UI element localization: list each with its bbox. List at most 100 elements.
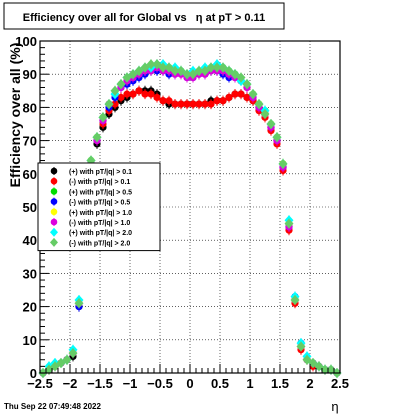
x-tick-label: −1 bbox=[123, 376, 138, 391]
x-tick-label: −2.5 bbox=[27, 376, 53, 391]
y-tick-label: 90 bbox=[23, 67, 37, 82]
legend-marker bbox=[50, 218, 58, 226]
data-point bbox=[158, 62, 168, 73]
data-point bbox=[242, 79, 252, 90]
data-point bbox=[278, 158, 288, 169]
legend-entry: (+) with pT/|q| > 2.0 bbox=[50, 227, 132, 237]
legend-entry: (-) with pT/|q| > 0.1 bbox=[50, 177, 130, 186]
legend-label: (+) with pT/|q| > 0.5 bbox=[69, 189, 132, 196]
x-tick-label: −0.5 bbox=[147, 376, 173, 391]
data-point bbox=[182, 69, 192, 80]
data-point bbox=[206, 62, 216, 73]
y-tick-label: 100 bbox=[15, 34, 37, 49]
data-point bbox=[207, 100, 215, 108]
legend-entry: (-) with pT/|q| > 1.0 bbox=[50, 218, 130, 227]
legend-label: (-) with pT/|q| > 1.0 bbox=[69, 220, 130, 227]
x-tick-labels: −2.5 −2 −1.5 −1 −0.5 0 0.5 1 1.5 2 2.5 bbox=[27, 376, 349, 391]
legend-label: (+) with pT/|q| > 1.0 bbox=[69, 210, 132, 217]
legend-entry: (-) with pT/|q| > 2.0 bbox=[50, 237, 130, 247]
legend-entry: (+) with pT/|q| > 0.5 bbox=[50, 187, 132, 196]
x-tick-label: 2 bbox=[306, 376, 313, 391]
x-tick-label: −1.5 bbox=[87, 376, 113, 391]
data-point bbox=[266, 119, 276, 129]
legend-label: (-) with pT/|q| > 2.0 bbox=[69, 240, 130, 247]
legend-marker bbox=[50, 198, 58, 205]
data-point bbox=[62, 354, 72, 365]
data-point bbox=[177, 100, 185, 108]
legend-box bbox=[37, 162, 161, 252]
data-point bbox=[296, 341, 306, 352]
data-point bbox=[260, 109, 270, 120]
legend-marker bbox=[50, 227, 58, 237]
data-point bbox=[236, 72, 246, 83]
x-tick-label: −2 bbox=[63, 376, 78, 391]
legend-label: (+) with pT/|q| > 0.1 bbox=[69, 169, 132, 176]
data-point bbox=[231, 90, 239, 98]
data-point bbox=[237, 90, 245, 98]
y-tick-label: 30 bbox=[23, 266, 37, 281]
y-tick-label: 10 bbox=[23, 333, 37, 348]
legend-label: (-) with pT/|q| > 0.5 bbox=[69, 200, 130, 207]
x-axis-label: η bbox=[331, 399, 338, 414]
data-point bbox=[183, 100, 191, 108]
legend-entry: (+) with pT/|q| > 0.1 bbox=[50, 167, 132, 176]
x-tick-label: 0.5 bbox=[211, 376, 229, 391]
data-point bbox=[74, 298, 84, 309]
data-point bbox=[225, 93, 233, 102]
data-point bbox=[243, 93, 251, 102]
data-point bbox=[123, 90, 131, 98]
data-point bbox=[165, 97, 173, 105]
data-point bbox=[98, 112, 108, 123]
data-point bbox=[92, 132, 102, 143]
data-point bbox=[140, 62, 150, 73]
data-point bbox=[129, 90, 137, 98]
data-point bbox=[117, 93, 125, 102]
data-point bbox=[141, 90, 149, 98]
chart-title: Efficiency over all for Global vs η at p… bbox=[23, 12, 265, 24]
data-point bbox=[147, 90, 155, 98]
data-point bbox=[254, 99, 264, 110]
data-point bbox=[146, 59, 156, 70]
data-point bbox=[104, 99, 114, 110]
data-point bbox=[320, 364, 330, 375]
legend-label: (+) with pT/|q| > 2.0 bbox=[69, 230, 132, 237]
footer-timestamp: Thu Sep 22 07:49:48 2022 bbox=[4, 402, 101, 411]
y-tick-label: 20 bbox=[23, 300, 37, 315]
chart-title-box: Efficiency over all for Global vs η at p… bbox=[3, 2, 285, 30]
x-tick-label: 2.5 bbox=[331, 376, 349, 391]
legend-marker bbox=[50, 167, 58, 175]
data-point bbox=[290, 294, 300, 305]
data-point bbox=[171, 100, 179, 108]
data-point bbox=[111, 100, 119, 108]
axis-ticks bbox=[39, 40, 341, 374]
y-tick-label: 80 bbox=[23, 100, 37, 115]
data-point bbox=[68, 348, 78, 359]
legend-label: (-) with pT/|q| > 0.1 bbox=[69, 179, 130, 186]
data-point bbox=[272, 132, 282, 143]
data-point bbox=[195, 100, 203, 108]
legend-entry: (-) with pT/|q| > 0.5 bbox=[50, 197, 130, 207]
x-tick-label: 0 bbox=[186, 376, 193, 391]
y-tick-labels: 0 10 20 30 40 50 60 70 80 90 100 bbox=[15, 34, 37, 381]
y-tick-label: 50 bbox=[23, 200, 37, 215]
data-point bbox=[170, 65, 180, 76]
y-tick-label: 40 bbox=[23, 233, 37, 248]
data-point bbox=[189, 100, 197, 108]
legend-marker bbox=[50, 208, 58, 216]
y-tick-label: 70 bbox=[23, 134, 37, 149]
data-point bbox=[248, 89, 258, 100]
x-tick-label: 1.5 bbox=[271, 376, 289, 391]
legend: (+) with pT/|q| > 0.1 (-) with pT/|q| > 0… bbox=[37, 162, 161, 252]
y-axis-label: Efficiency over all (%) bbox=[7, 43, 23, 188]
data-point bbox=[284, 218, 294, 229]
x-tick-label: 1 bbox=[246, 376, 253, 391]
legend-entry: (+) with pT/|q| > 1.0 bbox=[50, 207, 132, 217]
data-point bbox=[116, 79, 126, 90]
data-point bbox=[201, 100, 209, 108]
data-point bbox=[219, 97, 227, 105]
y-tick-label: 0 bbox=[30, 366, 37, 381]
data-point bbox=[212, 62, 222, 73]
data-point bbox=[110, 85, 120, 96]
data-point bbox=[159, 97, 167, 105]
